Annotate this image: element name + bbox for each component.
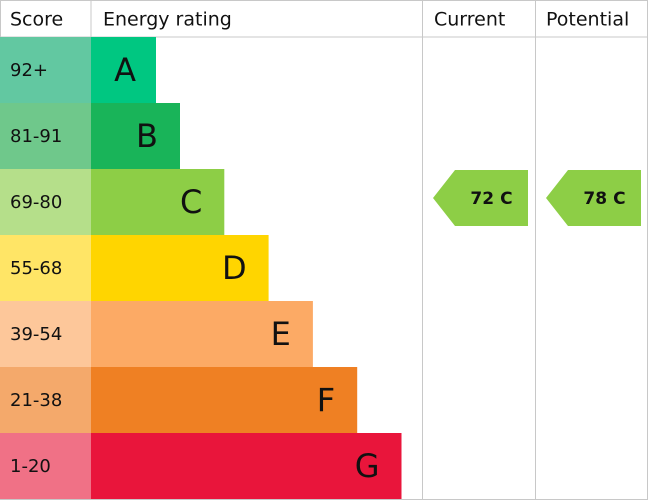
- score-cell: [0, 103, 91, 169]
- rating-letter: G: [355, 447, 380, 485]
- rating-letter: E: [271, 315, 291, 353]
- rating-bar: [91, 169, 225, 235]
- score-cell: [0, 367, 91, 433]
- rating-bar: [91, 301, 313, 367]
- header-current: Current: [434, 9, 505, 31]
- rating-arrow-label: 72 C: [470, 189, 512, 209]
- score-label: 81-91: [10, 126, 62, 147]
- score-cell: [0, 301, 91, 367]
- arrow-rating: C: [500, 189, 512, 209]
- score-label: 69-80: [10, 192, 62, 213]
- score-label: 39-54: [10, 324, 62, 345]
- rating-bar: [91, 367, 358, 433]
- score-label: 92+: [10, 60, 48, 81]
- rating-letter: C: [180, 183, 202, 221]
- arrow-score: 78: [583, 189, 607, 209]
- rating-letter: A: [114, 51, 136, 89]
- rating-bar: [91, 235, 269, 301]
- rating-letter: F: [317, 381, 335, 419]
- rating-letter: B: [136, 117, 158, 155]
- rating-bar: [91, 433, 402, 499]
- rating-letter: D: [222, 249, 247, 287]
- score-cell: [0, 235, 91, 301]
- score-label: 21-38: [10, 390, 62, 411]
- score-cell: [0, 433, 91, 499]
- score-label: 55-68: [10, 258, 62, 279]
- rating-arrow-label: 78 C: [583, 189, 625, 209]
- score-label: 1-20: [10, 456, 51, 477]
- header-potential: Potential: [546, 9, 629, 31]
- header-score: Score: [10, 9, 63, 31]
- arrow-rating: C: [613, 189, 625, 209]
- score-cell: [0, 37, 91, 103]
- rating-bar: [91, 103, 180, 169]
- rating-bar: [91, 37, 156, 103]
- header-rating: Energy rating: [103, 9, 232, 31]
- rating-arrow: [433, 170, 528, 226]
- score-cell: [0, 169, 91, 235]
- arrow-score: 72: [470, 189, 494, 209]
- rating-arrow: [546, 170, 641, 226]
